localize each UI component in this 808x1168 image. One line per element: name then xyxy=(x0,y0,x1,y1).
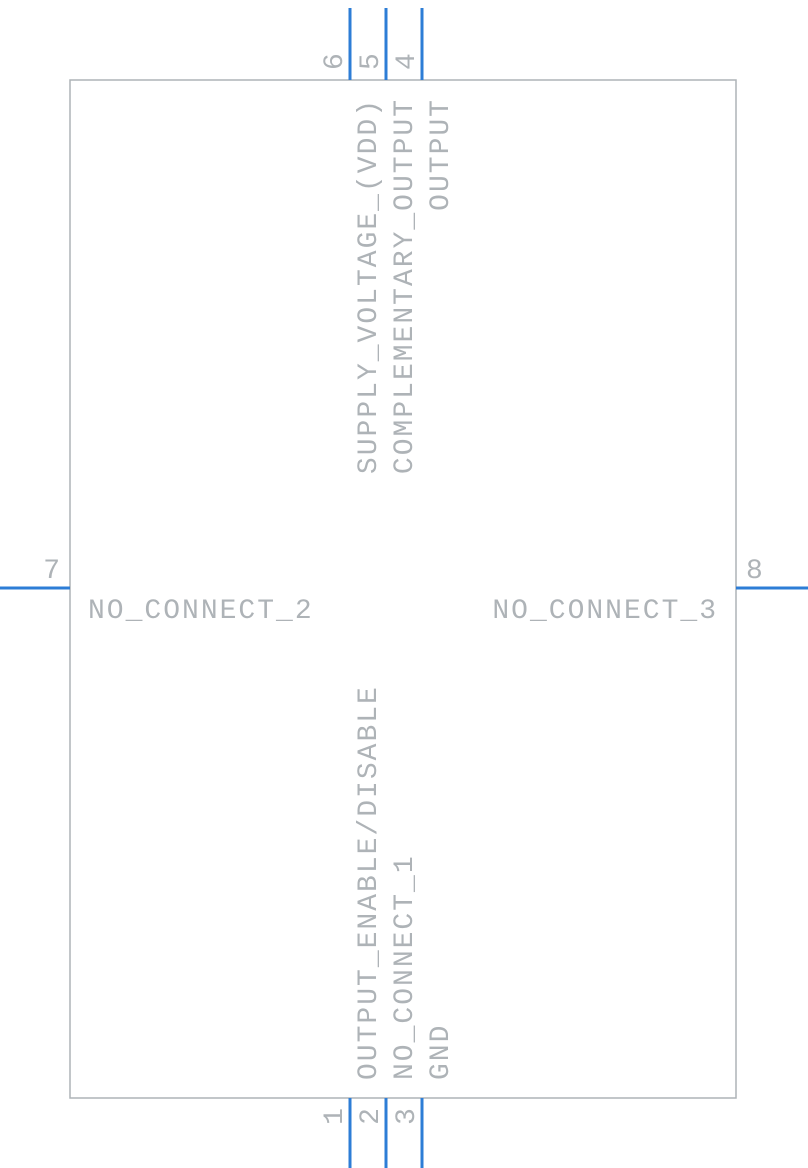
pin-3-label: GND xyxy=(426,1024,457,1080)
pin-2-number: 2 xyxy=(356,1108,387,1125)
pin-3-number: 3 xyxy=(392,1108,423,1125)
pin-5-number: 5 xyxy=(356,53,387,70)
schematic-symbol: 7 NO_CONNECT_2 8 NO_CONNECT_3 6 SUPPLY_VOLTAG… xyxy=(0,0,808,1168)
pin-1-number: 1 xyxy=(320,1108,351,1125)
pin-4-number: 4 xyxy=(392,53,423,70)
pin-2-label: NO_CONNECT_1 xyxy=(390,854,421,1080)
pin-7-number: 7 xyxy=(43,556,60,587)
pin-6-number: 6 xyxy=(320,53,351,70)
pin-6-label: SUPPLY_VOLTAGE_(VDD) xyxy=(354,98,385,474)
pin-7-label: NO_CONNECT_2 xyxy=(88,596,314,627)
pin-8-number: 8 xyxy=(746,556,763,587)
pin-1-label: OUTPUT_ENABLE/DISABLE xyxy=(354,685,385,1080)
pin-8-label: NO_CONNECT_3 xyxy=(492,596,718,627)
pin-4-label: OUTPUT xyxy=(426,98,457,211)
pin-5-label: COMPLEMENTARY_OUTPUT xyxy=(390,98,421,474)
